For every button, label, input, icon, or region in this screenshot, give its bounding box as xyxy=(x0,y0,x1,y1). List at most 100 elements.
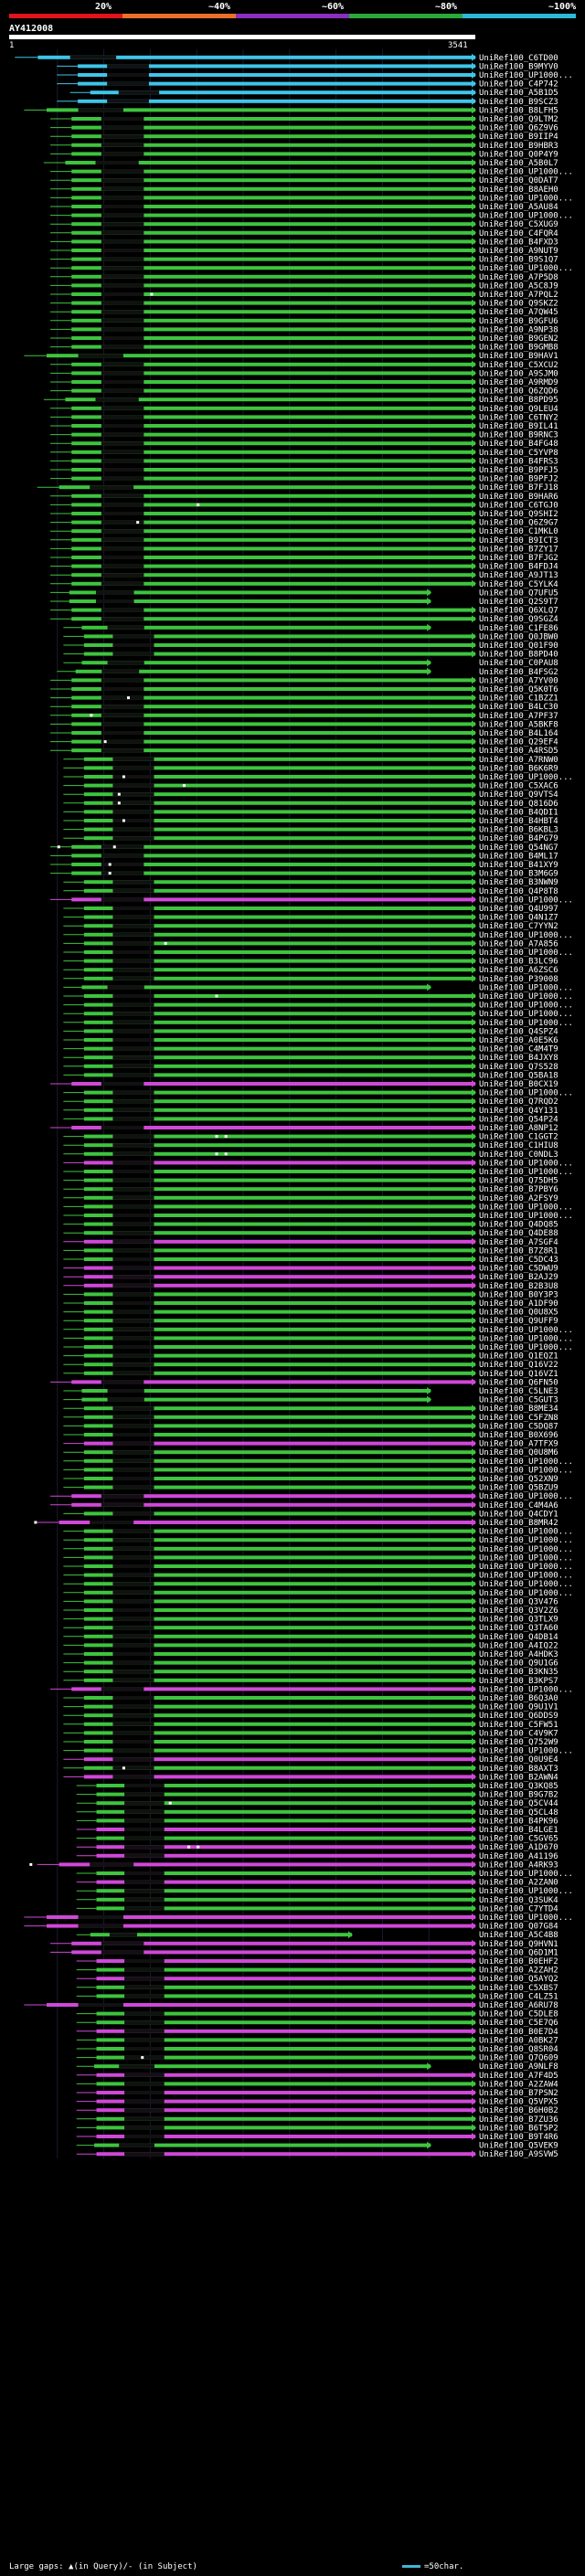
hit-row[interactable]: UniRef100_Q9LTM2 xyxy=(50,115,558,124)
hit-row[interactable]: UniRef100_B7FJG2 xyxy=(50,554,558,563)
hit-label[interactable]: UniRef100_B6T5P2 xyxy=(479,2124,558,2133)
hit-bar[interactable] xyxy=(71,1941,476,1945)
hit-row[interactable]: UniRef100_B8MR42 xyxy=(34,1519,558,1528)
hit-bar[interactable] xyxy=(83,1336,475,1341)
hit-row[interactable]: UniRef100_A2ZAW4 xyxy=(76,2080,558,2089)
hit-bar[interactable] xyxy=(71,844,476,849)
hit-row[interactable]: UniRef100_C5XBS7 xyxy=(76,1983,558,1993)
hit-bar[interactable] xyxy=(94,2143,431,2147)
hit-label[interactable]: UniRef100_A1D670 xyxy=(479,1843,558,1852)
hit-bar[interactable] xyxy=(83,1406,475,1411)
hit-label[interactable]: UniRef100_B41XY9 xyxy=(479,861,558,870)
hit-label[interactable]: UniRef100_UP1000... xyxy=(479,1010,573,1019)
hit-bar[interactable] xyxy=(83,1468,475,1472)
hit-row[interactable]: UniRef100_B4FDJ4 xyxy=(50,562,558,572)
hit-row[interactable]: UniRef100_UP1000... xyxy=(76,1887,573,1896)
hit-label[interactable]: UniRef100_Q3TA60 xyxy=(479,1624,558,1633)
hit-label[interactable]: UniRef100_B4FDJ4 xyxy=(479,563,558,572)
hit-label[interactable]: UniRef100_UP1000... xyxy=(479,1212,573,1221)
hit-label[interactable]: UniRef100_B9IL41 xyxy=(479,422,558,431)
hit-label[interactable]: UniRef100_A7SGF4 xyxy=(479,1238,558,1247)
hit-row[interactable]: UniRef100_UP1000... xyxy=(63,1563,573,1572)
hit-label[interactable]: UniRef100_A7PF37 xyxy=(479,712,558,721)
hit-bar[interactable] xyxy=(71,230,476,235)
hit-label[interactable]: UniRef100_B4ML17 xyxy=(479,852,558,861)
hit-row[interactable]: UniRef100_B9HBR3 xyxy=(50,141,558,151)
hit-row[interactable]: UniRef100_UP1000... xyxy=(63,1580,573,1589)
hit-row[interactable]: UniRef100_C4LZ51 xyxy=(76,1992,558,2001)
hit-bar[interactable] xyxy=(71,292,476,296)
hit-label[interactable]: UniRef100_B4PG79 xyxy=(479,834,558,843)
hit-label[interactable]: UniRef100_B4LGE1 xyxy=(479,1826,558,1835)
hit-label[interactable]: UniRef100_Q9HVN1 xyxy=(479,1940,558,1949)
hit-row[interactable]: UniRef100_P39008 xyxy=(63,974,558,984)
hit-label[interactable]: UniRef100_Q0JBW0 xyxy=(479,632,558,641)
hit-bar[interactable] xyxy=(83,1239,475,1244)
hit-bar[interactable] xyxy=(83,1178,475,1182)
hit-label[interactable]: UniRef100_UP1000... xyxy=(479,1019,573,1028)
hit-row[interactable]: UniRef100_C5XAC6 xyxy=(63,781,558,791)
hit-label[interactable]: UniRef100_Q4Y131 xyxy=(479,1107,558,1116)
hit-row[interactable]: UniRef100_Q6D1M1 xyxy=(50,1948,558,1957)
hit-row[interactable]: UniRef100_UP1000... xyxy=(24,1913,573,1923)
hit-bar[interactable] xyxy=(71,178,476,183)
hit-row[interactable]: UniRef100_B6H0B2 xyxy=(76,2106,558,2115)
hit-bar[interactable] xyxy=(83,1424,475,1428)
hit-bar[interactable] xyxy=(96,1977,476,1981)
hit-label[interactable]: UniRef100_Q5VPX5 xyxy=(479,2098,558,2107)
hit-bar[interactable] xyxy=(96,1871,476,1875)
hit-row[interactable]: UniRef100_Q7UFU5 xyxy=(50,588,558,598)
hit-label[interactable]: UniRef100_Q1EQZ1 xyxy=(479,1352,558,1362)
hit-bar[interactable] xyxy=(83,819,475,822)
hit-row[interactable]: UniRef100_B2B3U8 xyxy=(63,1281,558,1291)
hit-label[interactable]: UniRef100_B0E7D4 xyxy=(479,2028,558,2037)
hit-bar[interactable] xyxy=(83,1652,475,1656)
hit-bar[interactable] xyxy=(71,608,476,612)
hit-row[interactable]: UniRef100_C6TGJ0 xyxy=(50,501,558,510)
hit-label[interactable]: UniRef100_B8AEH0 xyxy=(479,186,558,195)
hit-row[interactable]: UniRef100_A7F4D5 xyxy=(76,2071,558,2081)
hit-label[interactable]: UniRef100_Q5K0T6 xyxy=(479,685,558,694)
hit-bar[interactable] xyxy=(78,73,476,77)
hit-bar[interactable] xyxy=(83,1433,475,1436)
hit-bar[interactable] xyxy=(83,1353,475,1358)
hit-label[interactable]: UniRef100_Q4DQ85 xyxy=(479,1221,558,1230)
hit-bar[interactable] xyxy=(71,196,476,200)
hit-bar[interactable] xyxy=(83,1099,475,1104)
hit-bar[interactable] xyxy=(71,327,476,332)
hit-label[interactable]: UniRef100_Q9U1V1 xyxy=(479,1703,558,1712)
hit-bar[interactable] xyxy=(83,810,475,814)
hit-bar[interactable] xyxy=(96,2011,476,2016)
hit-row[interactable]: UniRef100_C6TD00 xyxy=(15,53,558,63)
hit-label[interactable]: UniRef100_C4M4T9 xyxy=(479,1045,558,1055)
hit-bar[interactable] xyxy=(71,678,476,683)
hit-bar[interactable] xyxy=(71,705,476,709)
hit-label[interactable]: UniRef100_UP1000... xyxy=(479,1887,573,1896)
hit-label[interactable]: UniRef100_A7YV00 xyxy=(479,676,558,685)
hit-bar[interactable] xyxy=(71,125,476,130)
hit-bar[interactable] xyxy=(83,1012,475,1016)
hit-bar[interactable] xyxy=(90,90,475,95)
hit-bar[interactable] xyxy=(71,283,476,288)
hit-bar[interactable] xyxy=(71,424,476,428)
hit-label[interactable]: UniRef100_UP1000... xyxy=(479,168,573,177)
hit-bar[interactable] xyxy=(71,1687,476,1691)
hit-label[interactable]: UniRef100_C1HIU8 xyxy=(479,1141,558,1150)
hit-bar[interactable] xyxy=(71,1380,476,1384)
hit-label[interactable]: UniRef100_Q54NG7 xyxy=(479,843,558,853)
hit-label[interactable]: UniRef100_UP1000... xyxy=(479,1492,573,1501)
hit-label[interactable]: UniRef100_Q3SUK4 xyxy=(479,1896,558,1905)
hit-row[interactable]: UniRef100_UP1000... xyxy=(63,949,573,958)
hit-row[interactable]: UniRef100_B9G7B2 xyxy=(76,1790,558,1800)
hit-bar[interactable] xyxy=(71,134,476,139)
hit-label[interactable]: UniRef100_Q7S528 xyxy=(479,1063,558,1072)
hit-row[interactable]: UniRef100_A4RK93 xyxy=(29,1860,558,1870)
hit-bar[interactable] xyxy=(71,152,476,156)
hit-label[interactable]: UniRef100_B9S1Q7 xyxy=(479,256,558,265)
hit-label[interactable]: UniRef100_Q6Z9G7 xyxy=(479,519,558,528)
hit-label[interactable]: UniRef100_Q6Z9V6 xyxy=(479,124,558,133)
hit-bar[interactable] xyxy=(71,371,476,376)
hit-label[interactable]: UniRef100_B4PK96 xyxy=(479,1817,558,1826)
hit-bar[interactable] xyxy=(96,2072,476,2077)
hit-label[interactable]: UniRef100_UP1000... xyxy=(479,1563,573,1572)
